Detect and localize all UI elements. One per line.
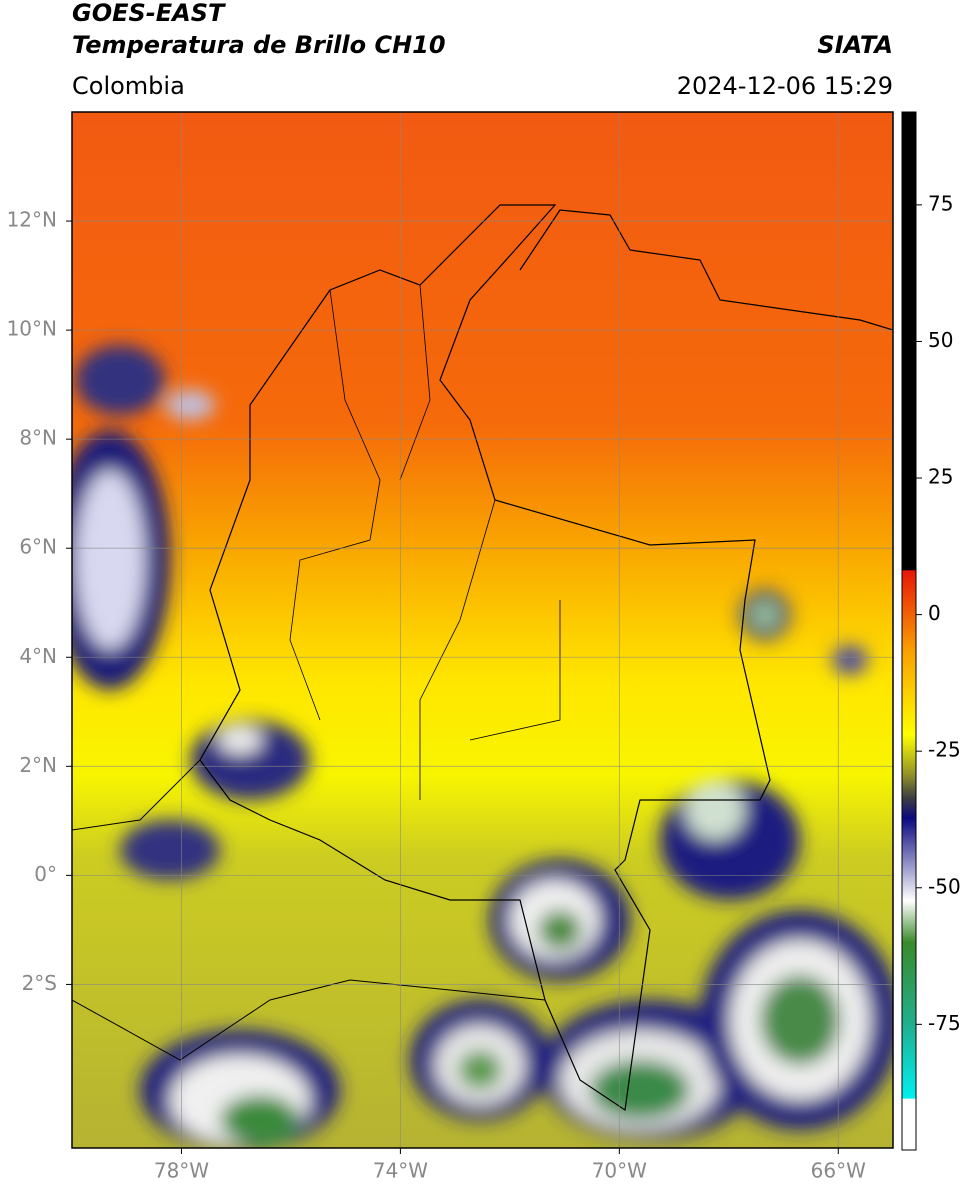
lat-tick-label: 6°N — [19, 535, 57, 559]
lat-tick-label: 2°S — [22, 971, 57, 995]
colorbar-tick-label: -75 — [928, 1011, 961, 1035]
lat-tick-label: 0° — [34, 862, 57, 886]
colorbar-tick-label: 75 — [928, 191, 953, 215]
colorbar-tick-label: -25 — [928, 738, 961, 762]
title: GOES-EAST — [72, 0, 226, 27]
colorbar-tick-label: -50 — [928, 874, 961, 898]
source: SIATA — [817, 31, 893, 59]
satellite-image — [72, 112, 893, 1148]
map-frame — [71, 111, 894, 1149]
colorbar-tick-label: 50 — [928, 328, 953, 352]
datetime: 2024-12-06 15:29 — [677, 72, 893, 100]
lat-tick-label: 2°N — [19, 753, 57, 777]
lat-tick-label: 4°N — [19, 644, 57, 668]
lat-tick-label: 10°N — [7, 317, 57, 341]
subtitle: Temperatura de Brillo CH10 — [72, 31, 446, 59]
lat-tick-label: 8°N — [19, 426, 57, 450]
region: Colombia — [72, 72, 185, 100]
lon-tick-label: 70°W — [592, 1159, 647, 1183]
colorbar-tick-label: 0 — [928, 601, 941, 625]
lon-tick-label: 66°W — [811, 1159, 866, 1183]
colorbar — [901, 111, 917, 1151]
lon-tick-label: 74°W — [373, 1159, 428, 1183]
lat-tick-label: 12°N — [7, 208, 57, 232]
colorbar-tick-label: 25 — [928, 465, 953, 489]
lon-tick-label: 78°W — [154, 1159, 209, 1183]
